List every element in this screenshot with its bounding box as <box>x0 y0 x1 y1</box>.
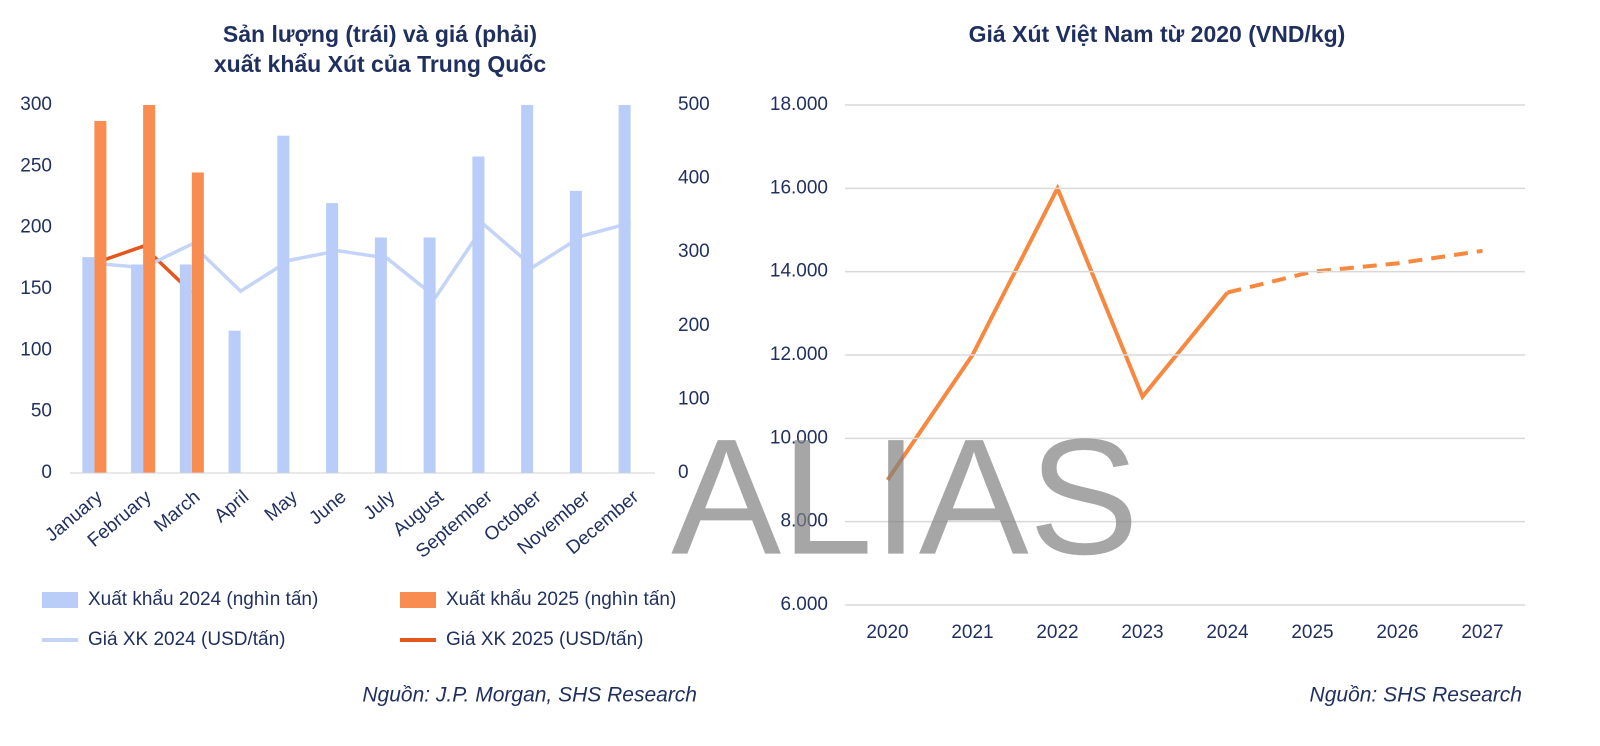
bar <box>618 105 631 473</box>
y-tick-label: 18.000 <box>770 94 828 115</box>
y-tick-label: 10.000 <box>770 427 828 448</box>
x-tick-label: 2025 <box>1291 622 1333 643</box>
y-tick-label: 150 <box>20 278 52 299</box>
bar <box>143 105 156 473</box>
x-tick-label: July <box>360 486 400 524</box>
x-tick-label: 2023 <box>1121 622 1163 643</box>
y2-tick-label: 400 <box>678 168 710 189</box>
y-tick-label: 12.000 <box>770 344 828 365</box>
bar <box>326 203 339 473</box>
legend-label: Giá XK 2025 (USD/tấn) <box>446 629 643 650</box>
y2-tick-label: 200 <box>678 315 710 336</box>
bar <box>569 190 582 473</box>
bar <box>191 172 204 473</box>
y-tick-label: 8.000 <box>780 511 828 532</box>
y-tick-label: 100 <box>20 339 52 360</box>
x-tick-label: 2021 <box>951 622 993 643</box>
x-tick-label: 2020 <box>866 622 908 643</box>
line <box>94 221 632 300</box>
source: Nguồn: J.P. Morgan, SHS Research <box>362 684 697 707</box>
bar <box>374 237 387 473</box>
x-tick-label: June <box>306 487 351 530</box>
y2-tick-label: 100 <box>678 388 710 409</box>
forecast-line <box>1227 248 1483 295</box>
y-tick-label: 200 <box>20 217 52 238</box>
bar <box>131 264 144 473</box>
x-tick-label: May <box>261 486 302 525</box>
y2-tick-label: 500 <box>678 94 710 115</box>
y-tick-label: 6.000 <box>780 594 828 615</box>
y-tick-label: 300 <box>20 94 52 115</box>
x-tick-label: March <box>150 487 204 537</box>
y-tick-label: 250 <box>20 155 52 176</box>
bar <box>82 257 95 473</box>
legend-swatch <box>400 592 436 608</box>
y-tick-label: 16.000 <box>770 177 828 198</box>
x-tick-label: 2026 <box>1376 622 1418 643</box>
y2-tick-label: 0 <box>678 462 689 483</box>
bar <box>94 120 107 474</box>
y-tick-label: 14.000 <box>770 261 828 282</box>
y-tick-label: 50 <box>31 401 52 422</box>
watermark: ALIAS <box>671 405 1139 589</box>
bar <box>228 330 241 473</box>
bar <box>472 156 485 473</box>
x-tick-label: 2024 <box>1206 622 1249 643</box>
legend-swatch <box>42 592 78 608</box>
chart-title: Giá Xút Việt Nam từ 2020 (VND/kg) <box>969 21 1346 47</box>
bar <box>521 105 534 473</box>
bar <box>179 264 192 473</box>
legend-label: Xuất khẩu 2025 (nghìn tấn) <box>446 589 676 610</box>
legend-label: Giá XK 2024 (USD/tấn) <box>88 629 285 650</box>
chart-title: Sản lượng (trái) và giá (phải) <box>223 21 537 47</box>
bar <box>423 237 436 473</box>
source: Nguồn: SHS Research <box>1310 684 1522 707</box>
y2-tick-label: 300 <box>678 241 710 262</box>
y-tick-label: 0 <box>41 462 52 483</box>
chart-title: xuất khẩu Xút của Trung Quốc <box>214 51 546 77</box>
x-tick-label: 2027 <box>1461 622 1503 643</box>
legend-label: Xuất khẩu 2024 (nghìn tấn) <box>88 589 318 610</box>
x-tick-label: April <box>210 487 253 528</box>
bar <box>277 135 290 473</box>
x-tick-label: 2022 <box>1036 622 1078 643</box>
